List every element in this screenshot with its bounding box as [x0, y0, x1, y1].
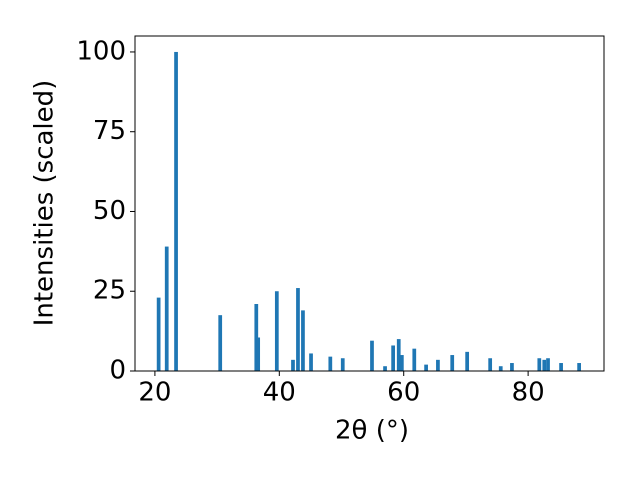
bar — [370, 340, 374, 371]
bar — [274, 291, 279, 371]
y-axis-label: Intensities (scaled) — [30, 80, 60, 327]
bar — [577, 363, 581, 371]
bar — [542, 359, 547, 371]
x-tick-label: 20 — [138, 378, 171, 408]
bar — [537, 358, 542, 371]
bar — [498, 366, 503, 371]
bar — [450, 355, 455, 371]
bar — [412, 348, 417, 371]
bar — [156, 297, 161, 371]
bar — [218, 315, 223, 371]
x-axis-label: 2θ (°) — [335, 416, 409, 446]
x-tick-label: 60 — [387, 378, 420, 408]
bar — [510, 363, 514, 371]
bar — [174, 51, 178, 371]
bar — [296, 288, 300, 371]
bar — [256, 337, 261, 371]
bar — [309, 353, 313, 371]
bar — [291, 359, 295, 371]
bar — [488, 358, 493, 371]
bar — [328, 356, 333, 371]
bar — [164, 246, 169, 371]
bar — [465, 351, 470, 371]
bar — [436, 359, 440, 371]
x-tick-label: 40 — [263, 378, 296, 408]
y-tick-label: 0 — [109, 356, 126, 386]
bar — [340, 358, 345, 371]
bar — [391, 345, 396, 371]
y-tick-label: 100 — [76, 36, 126, 66]
bar — [424, 364, 428, 371]
bar — [383, 366, 387, 371]
plot-frame — [134, 35, 605, 372]
y-tick-label: 25 — [93, 276, 126, 306]
y-tick-label: 50 — [93, 196, 126, 226]
bar — [396, 339, 401, 371]
x-tick-label: 80 — [512, 378, 545, 408]
bar — [399, 355, 404, 371]
bar — [301, 310, 305, 371]
bar — [559, 363, 563, 371]
y-tick-label: 75 — [93, 116, 126, 146]
bar — [546, 358, 550, 371]
